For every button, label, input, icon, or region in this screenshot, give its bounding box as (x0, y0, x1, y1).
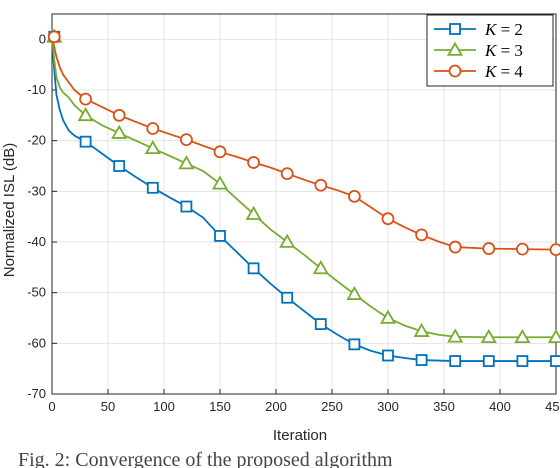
data-point (214, 230, 226, 242)
legend-item: K = 4 (434, 62, 523, 81)
x-tick-label: 150 (209, 399, 231, 414)
series-3 (47, 30, 560, 256)
data-point (382, 349, 394, 362)
x-tick-labels: 0 50 100 150 200 250 300 350 400 450 (48, 399, 560, 414)
data-point (415, 228, 429, 242)
data-point (547, 328, 560, 344)
data-point (247, 156, 261, 169)
data-point (346, 285, 363, 300)
x-tick-label: 200 (265, 399, 287, 414)
data-point (448, 240, 462, 254)
data-point (245, 205, 262, 220)
legend-label-var: K (484, 41, 498, 60)
data-point (348, 338, 361, 351)
legend-item: K = 2 (434, 20, 523, 39)
y-tick-label: -10 (27, 82, 46, 97)
legend-marker (446, 41, 464, 56)
series-layer (46, 28, 560, 367)
data-point (79, 92, 92, 106)
legend-label-value: = 4 (496, 62, 523, 81)
data-point (144, 139, 161, 155)
data-point (516, 242, 529, 256)
x-tick-label: 100 (153, 399, 175, 414)
data-point (550, 355, 560, 367)
x-tick-label: 50 (101, 399, 115, 414)
series-line (51, 36, 556, 339)
series-2 (46, 28, 560, 344)
y-tick-label: 0 (39, 31, 46, 46)
data-point (482, 355, 495, 367)
y-tick-label: -70 (27, 386, 46, 401)
data-point (280, 167, 294, 181)
data-point (312, 260, 329, 275)
data-point (482, 242, 496, 255)
y-axis-label: Normalized ISL (dB) (1, 143, 18, 278)
legend-label-var: K (484, 62, 498, 81)
data-point (47, 30, 61, 44)
y-tick-label: -40 (27, 234, 46, 249)
data-point (180, 200, 193, 213)
legend-marker (448, 64, 462, 78)
x-tick-label: 0 (48, 399, 55, 414)
y-tick-label: -50 (27, 285, 46, 300)
y-tick-label: -60 (27, 335, 46, 350)
data-point (415, 354, 428, 366)
x-tick-label: 350 (433, 399, 455, 414)
data-point (480, 328, 497, 344)
data-point (281, 291, 294, 304)
legend-label-var: K (484, 20, 498, 39)
data-point (146, 122, 160, 135)
data-point (146, 181, 159, 194)
data-point (549, 243, 560, 256)
x-tick-label: 300 (377, 399, 399, 414)
y-tick-label: -20 (27, 133, 46, 148)
legend: K = 2K = 3K = 4 (426, 14, 554, 87)
data-point (247, 262, 260, 275)
x-tick-label: 400 (489, 399, 511, 414)
figure-caption: Fig. 2: Convergence of the proposed algo… (18, 449, 393, 468)
data-point (211, 175, 229, 190)
legend-label: K = 4 (484, 62, 523, 81)
legend-label: K = 3 (484, 41, 523, 60)
data-point (79, 135, 92, 148)
legend-label-value: = 2 (496, 20, 523, 39)
data-point (113, 160, 126, 172)
data-point (314, 178, 328, 192)
legend-label-value: = 3 (496, 41, 523, 60)
data-point (213, 145, 227, 159)
y-tick-label: -30 (27, 183, 46, 198)
data-point (516, 355, 529, 367)
data-point (449, 355, 462, 367)
data-point (514, 328, 531, 344)
legend-item: K = 3 (434, 41, 523, 60)
x-tick-label: 250 (321, 399, 343, 414)
data-point (314, 318, 327, 330)
data-point (381, 212, 395, 226)
data-point (112, 108, 126, 122)
data-point (77, 107, 94, 122)
data-point (111, 124, 128, 139)
x-axis-label: Iteration (273, 427, 327, 444)
plot-area-border (51, 13, 557, 395)
y-tick-labels: 0 -10 -20 -30 -40 -50 -60 -70 (27, 31, 46, 401)
data-point (379, 309, 397, 324)
x-tick-label: 450 (545, 399, 560, 414)
data-point (347, 189, 361, 203)
data-point (279, 233, 296, 248)
legend-label: K = 2 (484, 20, 523, 39)
data-point (413, 322, 430, 337)
data-point (447, 328, 464, 343)
data-point (179, 133, 193, 147)
data-point (178, 155, 195, 170)
legend-marker (449, 23, 461, 35)
